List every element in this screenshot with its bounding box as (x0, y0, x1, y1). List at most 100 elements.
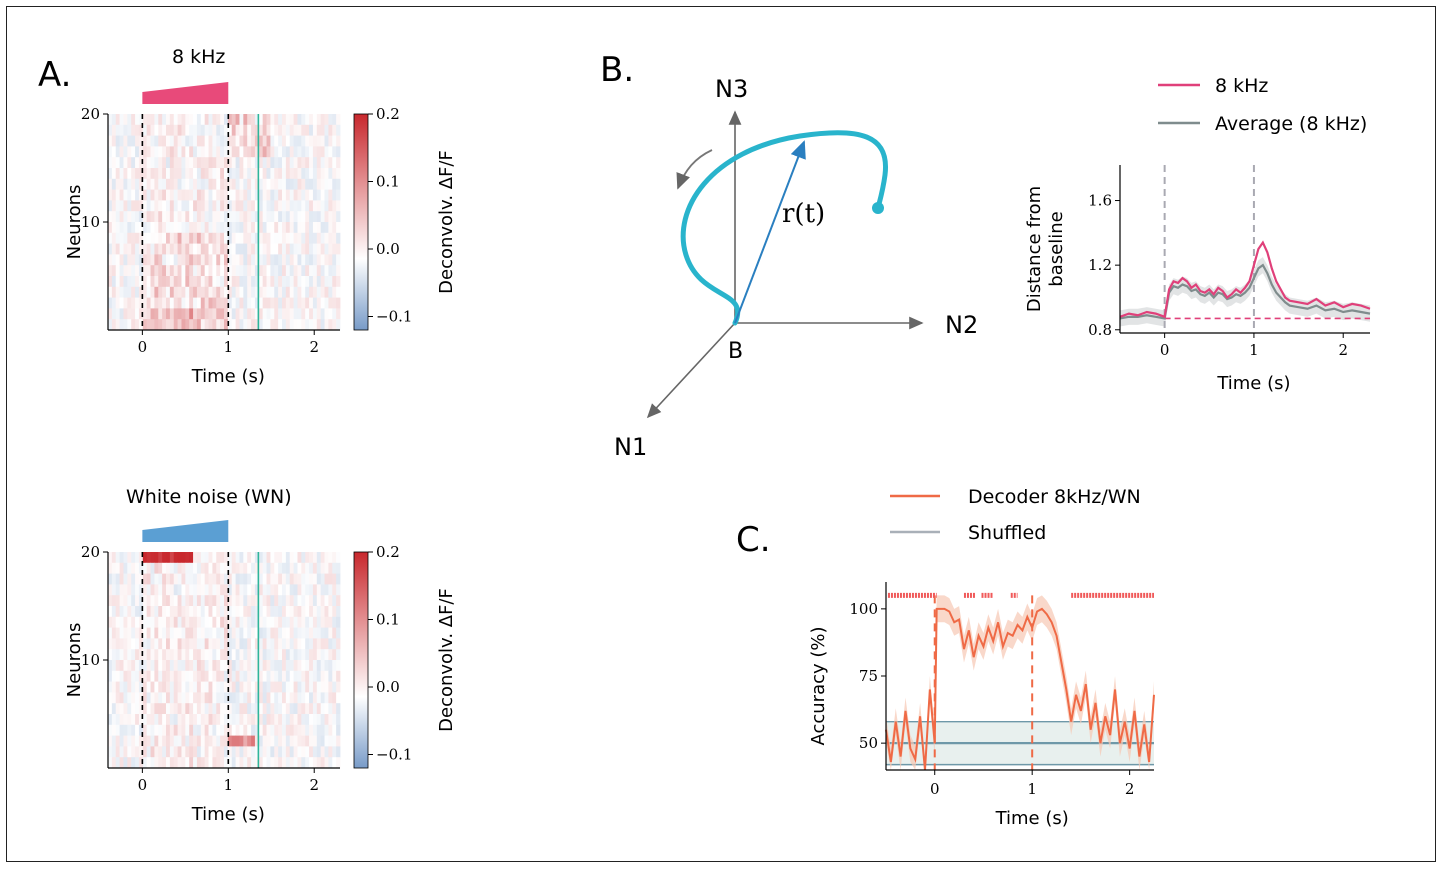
heatmap-cell (208, 200, 213, 212)
heatmap-cell (146, 562, 151, 574)
heatmap-cell (324, 135, 329, 147)
heatmap-cell (138, 692, 144, 704)
heatmap-cell (231, 627, 236, 639)
heatmap-cell (123, 178, 128, 190)
heatmap-cell (220, 660, 225, 672)
axis-label-n2: N2 (945, 311, 978, 339)
heatmap-cell (297, 649, 302, 661)
heatmap-cell (251, 168, 256, 180)
heatmap-cell (282, 757, 287, 769)
heatmap-cell (328, 135, 333, 147)
heatmap-cell (270, 649, 275, 661)
heatmap-cell (301, 135, 306, 147)
heatmap-cell (231, 724, 236, 736)
heatmap-cell (123, 616, 128, 628)
heatmap-cell (166, 157, 171, 169)
heatmap-cell (305, 552, 310, 564)
heatmap-cell (111, 286, 117, 298)
heatmap-cell (220, 308, 225, 320)
heatmap-cell (138, 627, 144, 639)
heatmap-cell (185, 146, 190, 158)
heatmap-cell (231, 243, 236, 255)
heatmap-cell (278, 211, 283, 223)
heatmap-cell (162, 146, 167, 158)
heatmap-cell (212, 746, 217, 758)
heatmap-cell (239, 638, 244, 650)
heatmap-cell (224, 124, 229, 136)
heatmap-cell (162, 649, 167, 661)
heatmap-cell (227, 573, 233, 585)
heatmap-cell (135, 308, 140, 320)
heatmap-cell (309, 178, 314, 190)
heatmap-cell (224, 200, 229, 212)
heatmap-cell (270, 638, 275, 650)
heatmap-cell (158, 146, 163, 158)
heatmap-cell (216, 211, 221, 223)
heatmap-cell (251, 297, 256, 309)
heatmap-cell (266, 649, 271, 661)
heatmap-cell (285, 243, 291, 255)
heatmap-cell (181, 211, 186, 223)
heatmap-cell (297, 595, 302, 607)
heatmap-cell (293, 189, 298, 201)
heatmap-cell (243, 670, 248, 682)
heatmap-cell (115, 681, 120, 693)
heatmap-cell (162, 703, 167, 715)
heatmap-cell (131, 714, 136, 726)
heatmap-cell (243, 114, 248, 126)
heatmap-cell (127, 189, 132, 201)
heatmap-cell (193, 286, 198, 298)
heatmap-cell (166, 681, 171, 693)
heatmap-cell (123, 124, 128, 136)
heatmap-cell (146, 735, 151, 747)
heatmap-cell (270, 616, 275, 628)
heatmap-cell (216, 552, 221, 564)
heatmap-cell (254, 189, 260, 201)
heatmap-cell (189, 114, 194, 126)
heatmap-cell (297, 638, 302, 650)
heatmap-cell (196, 211, 202, 223)
heatmap-cell (158, 692, 163, 704)
heatmap-cells (108, 552, 341, 769)
heatmap-cell (239, 114, 244, 126)
heatmap-cell (200, 222, 206, 234)
heatmap-cell (285, 232, 291, 244)
heatmap-cell (328, 265, 333, 277)
heatmap-cell (320, 595, 325, 607)
heatmap-cell (166, 178, 171, 190)
heatmap-cell (328, 254, 333, 266)
heatmap-cell (150, 616, 155, 628)
heatmap-cell (111, 692, 117, 704)
heatmap-cell (177, 114, 182, 126)
heatmap-cell (142, 200, 148, 212)
heatmap-cell (258, 714, 264, 726)
heatmap-cell (166, 714, 171, 726)
heatmap-cell (162, 714, 167, 726)
heatmap-cell (285, 714, 291, 726)
heatmap-cell (227, 649, 233, 661)
heatmap-cell (208, 638, 213, 650)
heatmap-cell (135, 670, 140, 682)
heatmap-cell (235, 211, 240, 223)
heatmap-cell (216, 222, 221, 234)
heatmap-cell (324, 735, 329, 747)
heatmap-cell (158, 735, 163, 747)
heatmap-cell (169, 135, 175, 147)
heatmap-cell (115, 692, 120, 704)
heatmap-cell (177, 232, 182, 244)
heatmap-cell (239, 222, 244, 234)
heatmap-cell (278, 114, 283, 126)
figure-frame (6, 6, 1436, 862)
heatmap-cell (119, 319, 124, 331)
heatmap-cell (216, 670, 221, 682)
heatmap-cell (270, 232, 275, 244)
heatmap-cell (312, 573, 318, 585)
heatmap-cell (274, 308, 279, 320)
heatmap-cell (111, 714, 117, 726)
heatmap-cell (200, 308, 206, 320)
heatmap-cell (212, 606, 217, 618)
heatmap-cell (212, 627, 217, 639)
heatmap-cell (254, 627, 260, 639)
heatmap-cell (119, 286, 124, 298)
heatmap-cell (185, 552, 190, 564)
